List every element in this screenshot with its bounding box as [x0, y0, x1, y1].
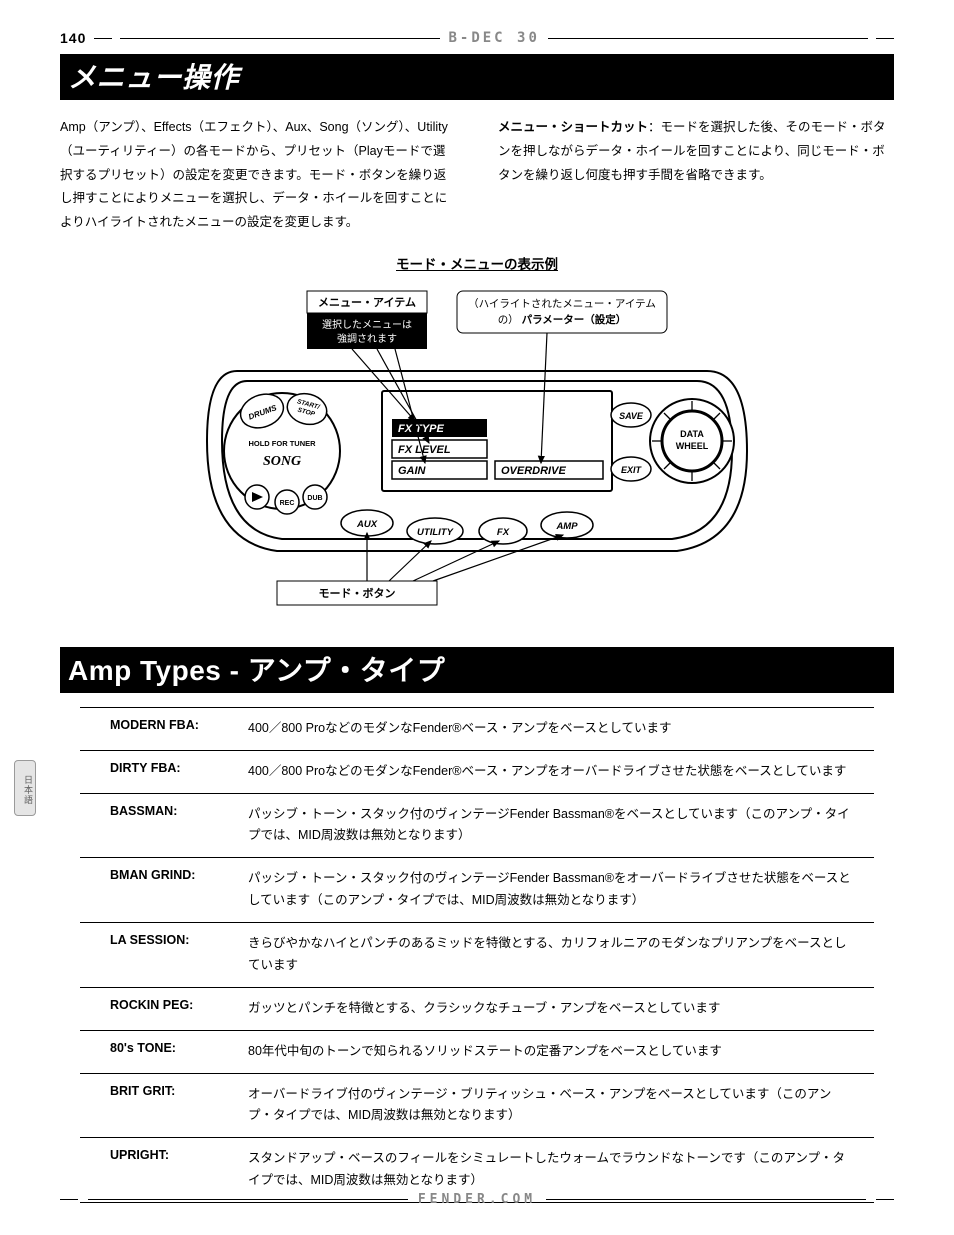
control-panel-diagram: DRUMS START/ STOP HOLD FOR TUNER SONG RE… — [167, 281, 787, 621]
amp-desc: きらびやかなハイとパンチのあるミッドを特徴とする、カリフォルニアのモダンなプリア… — [248, 933, 874, 977]
section-title-menu: メニュー操作 — [60, 54, 894, 100]
table-row: ROCKIN PEG: ガッツとパンチを特徴とする、クラシックなチューブ・アンプを… — [80, 988, 874, 1031]
amp-desc: スタンドアップ・ベースのフィールをシミュレートしたウォームでラウンドなトーンです… — [248, 1148, 874, 1192]
footer-rule-long-r — [546, 1199, 866, 1200]
callout-menu-item: メニュー・アイテム — [318, 296, 416, 309]
amp-desc: 400／800 ProなどのモダンなFender®ベース・アンプをベースとしてい… — [248, 718, 874, 740]
utility-btn: UTILITY — [417, 527, 455, 538]
footer-rule-short-r — [876, 1199, 894, 1200]
table-row: DIRTY FBA: 400／800 ProなどのモダンなFender®ベース・ア… — [80, 751, 874, 794]
table-row: 80's TONE: 80年代中旬のトーンで知られるソリッドステートの定番アンプを… — [80, 1031, 874, 1074]
callout-menu-sub2: 強調されます — [337, 332, 397, 345]
callout-menu-sub1: 選択したメニューは — [322, 318, 412, 331]
amp-name: UPRIGHT: — [80, 1148, 220, 1192]
shortcut-bold: メニュー・ショートカット — [498, 120, 648, 134]
amp-name: BMAN GRIND: — [80, 868, 220, 912]
callout-param-1: （ハイライトされたメニュー・アイテム — [468, 298, 656, 310]
lcd-overdrive: OVERDRIVE — [501, 465, 566, 477]
header-rule-short-r — [876, 38, 894, 39]
dub-label: DUB — [307, 495, 322, 502]
amp-name: LA SESSION: — [80, 933, 220, 977]
product-name: B-DEC 30 — [448, 30, 539, 46]
page-number: 140 — [60, 30, 86, 46]
amp-name: BASSMAN: — [80, 804, 220, 848]
language-tab: 日本語 — [14, 760, 36, 816]
fx-btn: FX — [497, 527, 510, 538]
amp-types-table: MODERN FBA: 400／800 ProなどのモダンなFender®ベース・… — [80, 707, 874, 1203]
amp-name: DIRTY FBA: — [80, 761, 220, 783]
table-row: MODERN FBA: 400／800 ProなどのモダンなFender®ベース・… — [80, 708, 874, 751]
section-title-amps: Amp Types - アンプ・タイプ — [60, 647, 894, 693]
header-rule-short-l — [94, 38, 112, 39]
diagram-title: モード・メニューの表示例 — [60, 253, 894, 273]
exit-label: EXIT — [621, 465, 643, 475]
amp-desc: パッシブ・トーン・スタック付のヴィンテージFender Bassman®をオーバ… — [248, 868, 874, 912]
intro-left: Amp（アンプ）、Effects（エフェクト）、Aux、Song（ソング）、Ut… — [60, 116, 456, 235]
amp-name: BRIT GRIT: — [80, 1084, 220, 1128]
amp-desc: オーバードライブ付のヴィンテージ・ブリティッシュ・ベース・アンプをベースとしてい… — [248, 1084, 874, 1128]
footer-brand: FENDER.COM — [418, 1192, 536, 1207]
song-label: SONG — [263, 454, 301, 469]
intro-columns: Amp（アンプ）、Effects（エフェクト）、Aux、Song（ソング）、Ut… — [60, 116, 894, 235]
rec-label: REC — [280, 500, 295, 507]
save-label: SAVE — [619, 411, 644, 421]
callout-mode-btn: モード・ボタン — [319, 586, 396, 600]
table-row: LA SESSION: きらびやかなハイとパンチのあるミッドを特徴とする、カリフォ… — [80, 923, 874, 988]
wheel-label-1: DATA — [680, 429, 704, 439]
page-header: 140 B-DEC 30 — [60, 30, 894, 46]
table-row: BASSMAN: パッシブ・トーン・スタック付のヴィンテージFender Bass… — [80, 794, 874, 859]
lcd-gain: GAIN — [398, 465, 427, 477]
amp-desc: パッシブ・トーン・スタック付のヴィンテージFender Bassman®をベース… — [248, 804, 874, 848]
header-rule-long-l — [120, 38, 440, 39]
hold-tuner-label: HOLD FOR TUNER — [248, 439, 316, 448]
page-footer: FENDER.COM — [60, 1192, 894, 1207]
lcd-fxlevel: FX LEVEL — [398, 444, 451, 456]
amp-desc: 400／800 ProなどのモダンなFender®ベース・アンプをオーバードライ… — [248, 761, 874, 783]
intro-right: メニュー・ショートカット：モードを選択した後、そのモード・ボタンを押しながらデー… — [498, 116, 894, 235]
amp-name: 80's TONE: — [80, 1041, 220, 1063]
amp-name: MODERN FBA: — [80, 718, 220, 740]
table-row: BMAN GRIND: パッシブ・トーン・スタック付のヴィンテージFender B… — [80, 858, 874, 923]
callout-param-2: の） パラメーター（設定） — [498, 313, 627, 326]
aux-btn: AUX — [356, 519, 378, 530]
wheel-label-2: WHEEL — [676, 441, 709, 451]
table-row: BRIT GRIT: オーバードライブ付のヴィンテージ・ブリティッシュ・ベース・ア… — [80, 1074, 874, 1139]
amp-desc: 80年代中旬のトーンで知られるソリッドステートの定番アンプをベースとしています — [248, 1041, 874, 1063]
amp-desc: ガッツとパンチを特徴とする、クラシックなチューブ・アンプをベースとしています — [248, 998, 874, 1020]
amp-name: ROCKIN PEG: — [80, 998, 220, 1020]
footer-rule-long-l — [88, 1199, 408, 1200]
header-rule-long-r — [548, 38, 868, 39]
diagram-section: モード・メニューの表示例 DRUMS START/ STOP HOLD FOR … — [60, 253, 894, 621]
amp-btn: AMP — [555, 521, 578, 532]
footer-rule-short-l — [60, 1199, 78, 1200]
